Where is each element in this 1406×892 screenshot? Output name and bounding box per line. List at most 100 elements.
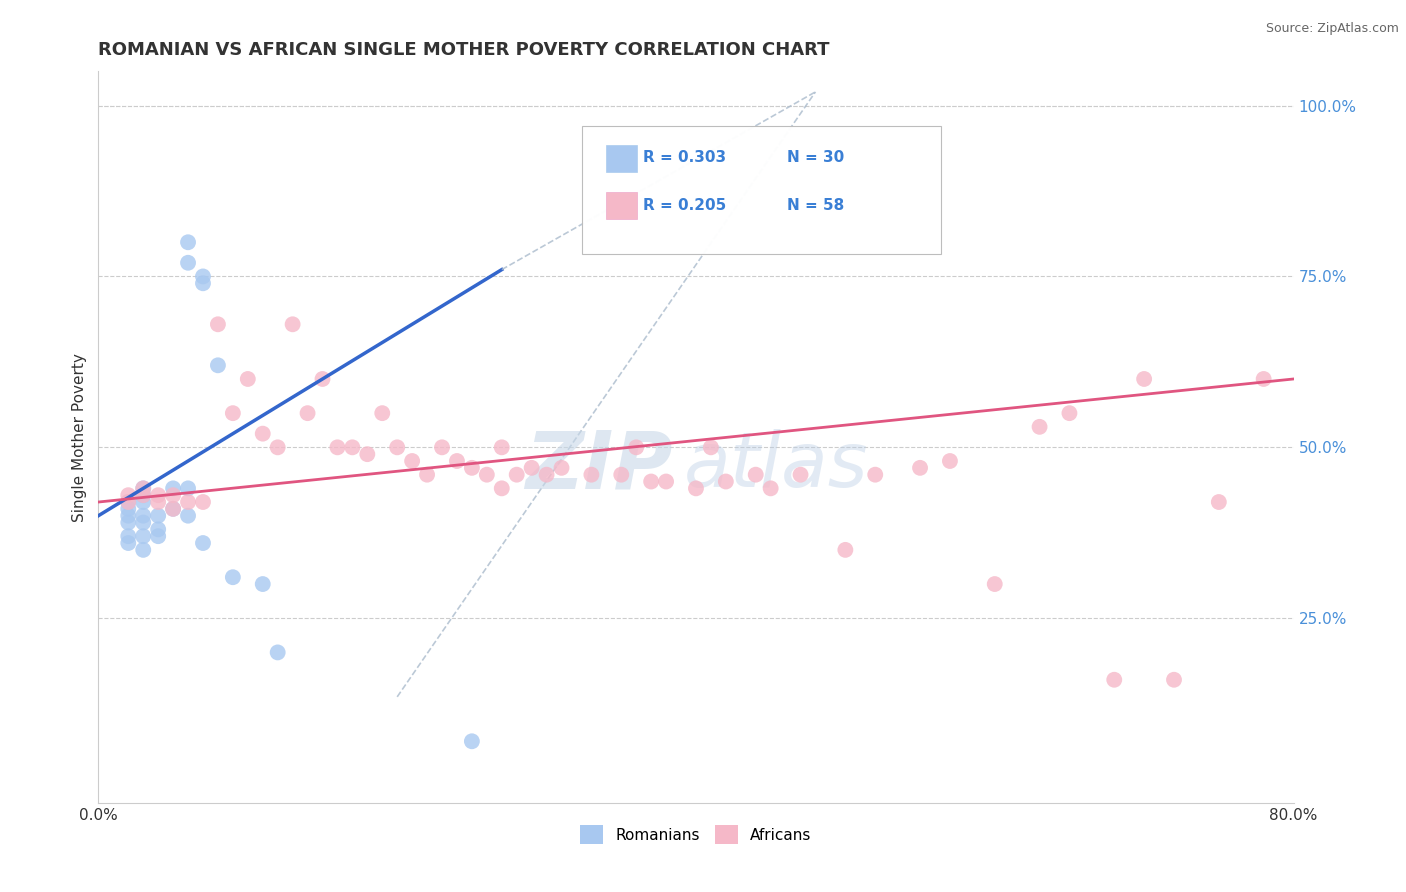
Point [148,529,170,543]
Point [132,481,155,495]
Point [117,501,139,516]
Point [191,269,214,284]
Text: atlas: atlas [685,429,869,503]
Point [148,495,170,509]
Point [356,447,378,461]
Point [117,495,139,509]
Point [207,359,229,373]
Point [745,467,768,482]
Point [132,481,155,495]
Point [117,488,139,502]
Point [1028,420,1050,434]
Point [132,488,155,502]
Point [162,501,184,516]
Point [281,318,304,332]
Point [536,467,558,482]
Point [132,516,155,530]
Point [759,481,782,495]
Text: ROMANIAN VS AFRICAN SINGLE MOTHER POVERTY CORRELATION CHART: ROMANIAN VS AFRICAN SINGLE MOTHER POVERT… [98,41,830,59]
FancyBboxPatch shape [606,192,637,219]
Point [117,516,139,530]
Point [177,481,200,495]
Point [984,577,1007,591]
Point [714,475,737,489]
Point [655,475,678,489]
Point [222,570,245,584]
Point [1133,372,1156,386]
Point [236,372,259,386]
Point [939,454,962,468]
Point [520,460,543,475]
Point [148,488,170,502]
Point [491,481,513,495]
Point [371,406,394,420]
Point [908,460,931,475]
Point [461,734,484,748]
Point [132,542,155,557]
Point [117,508,139,523]
Point [148,508,170,523]
Point [475,467,498,482]
Point [252,577,274,591]
FancyBboxPatch shape [606,145,637,171]
Point [117,536,139,550]
Point [789,467,811,482]
Text: R = 0.205: R = 0.205 [644,198,727,212]
Point [162,488,184,502]
Text: N = 30: N = 30 [787,150,844,165]
Point [610,467,633,482]
Point [311,372,333,386]
Point [132,488,155,502]
Point [385,440,409,454]
Point [117,495,139,509]
Point [865,467,887,482]
Point [1253,372,1275,386]
Point [177,495,200,509]
Text: N = 58: N = 58 [787,198,844,212]
Point [177,508,200,523]
Point [252,426,274,441]
Point [491,440,513,454]
Y-axis label: Single Mother Poverty: Single Mother Poverty [72,352,87,522]
Point [132,508,155,523]
Point [416,467,439,482]
Point [461,460,484,475]
Point [1163,673,1185,687]
Point [191,536,214,550]
Point [117,529,139,543]
Point [640,475,662,489]
Point [626,440,648,454]
Point [222,406,245,420]
Point [267,645,290,659]
FancyBboxPatch shape [582,126,941,254]
Point [1059,406,1081,420]
Text: R = 0.303: R = 0.303 [644,150,727,165]
Point [506,467,529,482]
Point [267,440,290,454]
Point [162,481,184,495]
Point [700,440,723,454]
Point [685,481,707,495]
Legend: Romanians, Africans: Romanians, Africans [574,819,818,850]
Point [132,529,155,543]
Point [326,440,349,454]
Point [430,440,453,454]
Point [191,277,214,291]
Point [446,454,468,468]
Point [834,542,856,557]
Point [148,522,170,536]
Point [191,495,214,509]
Point [1104,673,1126,687]
Point [207,318,229,332]
Point [401,454,423,468]
Text: ZIP: ZIP [524,427,672,506]
Point [177,256,200,270]
Point [132,495,155,509]
Point [1208,495,1230,509]
Point [162,501,184,516]
Text: Source: ZipAtlas.com: Source: ZipAtlas.com [1265,22,1399,36]
Point [297,406,319,420]
Point [550,460,572,475]
Point [581,467,603,482]
Point [342,440,364,454]
